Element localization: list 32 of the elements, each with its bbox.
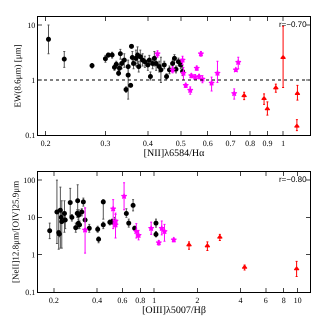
- x-tick-label: 2: [195, 296, 200, 305]
- y-tick-label: 10: [27, 20, 36, 30]
- x-tick-label: 6: [264, 296, 268, 305]
- x-axis-title: [NII]λ6584/Hα: [144, 148, 206, 160]
- x-tick-label: 0.8: [245, 138, 256, 148]
- x-tick-label: 1: [152, 296, 156, 305]
- x-tick-label: 0.6: [117, 296, 128, 305]
- x-tick-label: 8: [282, 296, 286, 305]
- y-tick-label: 10: [27, 213, 36, 222]
- x-tick-label: 4: [238, 296, 243, 305]
- x-tick-label: 0.4: [142, 138, 153, 148]
- annotation: r=−0.80: [279, 175, 308, 184]
- x-tick-label: 10: [294, 296, 302, 305]
- x-tick-label: 0.9: [262, 138, 273, 148]
- x-tick-label: 0.8: [135, 296, 146, 305]
- x-tick-label: 0.2: [40, 138, 51, 148]
- y-axis-title: EW(8.6μm) [μm]: [12, 44, 23, 108]
- x-tick-label: 0.5: [176, 138, 186, 148]
- x-tick-label: 1: [281, 138, 286, 148]
- x-axis-title: [OIII]λ5007/Hβ: [142, 305, 206, 316]
- annotation: r=−0.70: [279, 20, 308, 29]
- y-tick-label: 0.1: [25, 130, 36, 140]
- y-tick-label: 1: [31, 76, 36, 85]
- y-tick-label: 100: [23, 176, 36, 185]
- x-tick-label: 0.4: [92, 296, 102, 305]
- y-tick-label: 0.1: [25, 288, 36, 297]
- x-tick-label: 0.3: [100, 138, 110, 148]
- x-tick-label: 0.6: [202, 138, 213, 148]
- x-tick-label: 0.2: [48, 296, 59, 305]
- x-tick-label: 0.7: [225, 138, 236, 148]
- y-tick-label: 1: [31, 250, 36, 260]
- y-axis-title: [NeII]12.8μm/[OIV]25.9μm: [10, 180, 21, 284]
